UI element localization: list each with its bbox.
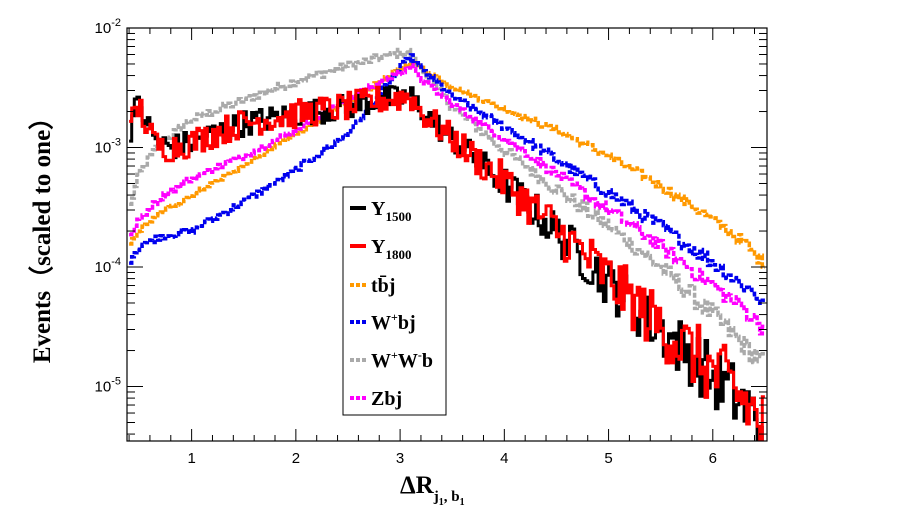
legend-box bbox=[342, 186, 447, 416]
series-layer bbox=[129, 47, 765, 441]
series-line-3 bbox=[129, 53, 765, 305]
legend: Y1500 Y1800 tb̄j W+bj W+W-b Zbj bbox=[342, 186, 447, 416]
legend-label-0: Y1500 bbox=[371, 198, 411, 224]
series-line-1 bbox=[129, 85, 765, 441]
y-tick-label: 10-4 bbox=[95, 256, 121, 276]
x-axis: 1 2 3 4 5 6 bbox=[128, 28, 755, 467]
legend-label-1: Y1800 bbox=[371, 236, 411, 262]
series-line-2 bbox=[129, 60, 765, 269]
x-tick-label: 3 bbox=[396, 450, 404, 467]
x-tick-label: 5 bbox=[604, 450, 612, 467]
y-axis-label: Events（scaled to one） bbox=[27, 105, 56, 363]
legend-label-5: Zbj bbox=[371, 388, 402, 410]
y-tick-label: 10-2 bbox=[95, 17, 121, 37]
x-axis-label: ΔRj1, b1 bbox=[400, 472, 465, 508]
series-line-5 bbox=[129, 63, 765, 336]
legend-label-2: tb̄j bbox=[371, 274, 395, 297]
x-tick-label: 1 bbox=[187, 450, 195, 467]
y-tick-label: 10-5 bbox=[95, 376, 121, 396]
legend-label-3: W+bj bbox=[371, 310, 416, 334]
y-tick-label: 10-3 bbox=[95, 137, 121, 157]
legend-label-4: W+W-b bbox=[371, 348, 433, 372]
x-tick-label: 4 bbox=[500, 450, 508, 467]
x-tick-label: 6 bbox=[709, 450, 717, 467]
plot-frame bbox=[126, 27, 768, 442]
x-tick-label: 2 bbox=[292, 450, 300, 467]
y-axis: 10-2 10-3 10-4 10-5 bbox=[95, 17, 767, 435]
series-line-4 bbox=[129, 47, 765, 365]
